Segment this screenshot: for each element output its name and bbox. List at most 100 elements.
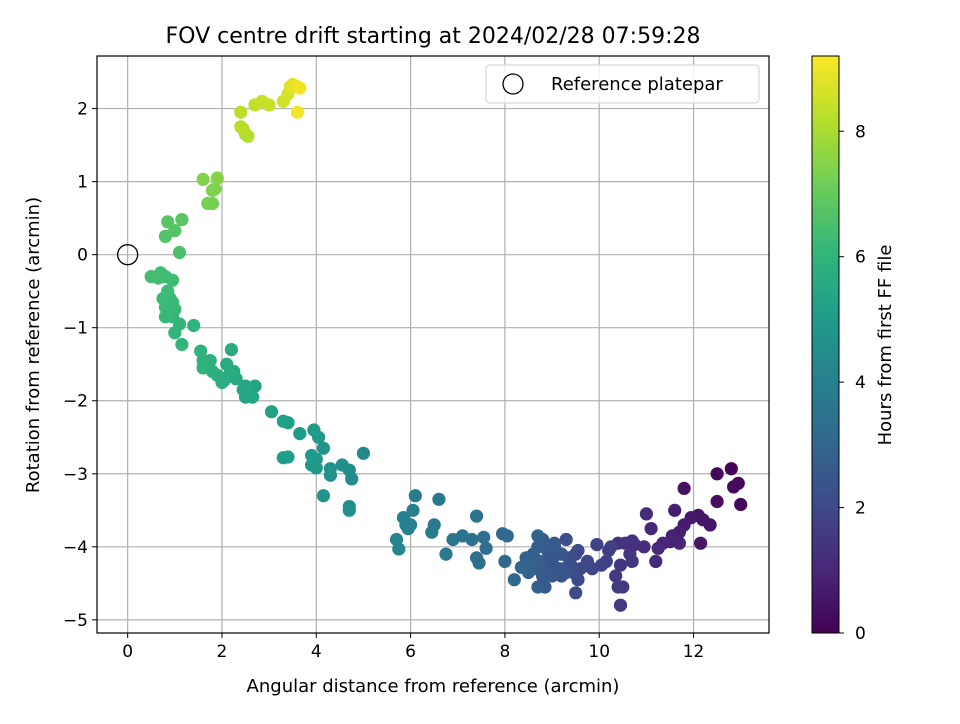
data-point xyxy=(672,536,687,550)
data-point xyxy=(625,554,639,569)
data-point xyxy=(710,467,724,481)
data-points xyxy=(144,77,748,612)
data-point xyxy=(168,224,182,238)
data-point xyxy=(609,569,623,583)
data-point xyxy=(531,529,545,543)
data-point xyxy=(639,507,654,521)
colorbar-label: Hours from first FF file xyxy=(875,245,896,446)
data-point xyxy=(470,509,484,523)
data-point xyxy=(290,105,304,119)
plot-frame xyxy=(96,55,770,634)
data-point xyxy=(316,489,330,503)
data-point xyxy=(158,310,172,324)
colorbar-tick-label: 2 xyxy=(855,499,866,519)
data-point xyxy=(554,547,569,561)
y-tick-label: −4 xyxy=(63,538,88,558)
data-point xyxy=(399,518,413,532)
legend-box xyxy=(485,64,760,104)
x-tick-label: 0 xyxy=(122,642,133,662)
data-point xyxy=(724,462,738,476)
data-point xyxy=(477,530,491,544)
data-point xyxy=(710,494,724,509)
colorbar xyxy=(811,55,840,634)
x-tick-label: 6 xyxy=(405,642,416,662)
data-point xyxy=(262,98,276,112)
data-point xyxy=(439,547,453,561)
data-point xyxy=(668,503,682,517)
legend: Reference platepar xyxy=(485,64,760,104)
y-tick-label: 0 xyxy=(77,246,88,266)
data-point xyxy=(205,196,220,211)
colorbar-ticks: 0 2 4 6 8 xyxy=(839,122,866,644)
data-point xyxy=(175,213,189,227)
data-point xyxy=(234,105,248,119)
data-point xyxy=(613,558,628,572)
x-tick-label: 10 xyxy=(588,642,610,662)
y-tick-label: −2 xyxy=(63,392,88,412)
data-point xyxy=(611,580,625,594)
data-point xyxy=(236,122,250,136)
reference-layer xyxy=(117,244,139,266)
data-point xyxy=(507,573,521,587)
data-point xyxy=(248,379,262,393)
legend-label: Reference platepar xyxy=(551,74,723,95)
chart-title: FOV centre drift starting at 2024/02/28 … xyxy=(166,24,701,49)
data-point xyxy=(168,326,182,340)
data-point xyxy=(293,427,307,441)
colorbar-tick-label: 0 xyxy=(855,624,866,644)
data-point xyxy=(514,560,529,574)
data-point xyxy=(335,458,349,472)
data-point xyxy=(569,586,583,600)
data-point xyxy=(571,543,585,558)
data-point xyxy=(236,383,250,397)
x-tick-label: 12 xyxy=(683,642,705,662)
reference-marker-icon xyxy=(117,244,139,266)
data-point xyxy=(187,318,201,333)
x-tick-label: 2 xyxy=(217,642,228,662)
data-point xyxy=(613,598,628,612)
data-point xyxy=(590,538,604,552)
data-point xyxy=(224,343,238,357)
data-point xyxy=(196,172,210,186)
data-point xyxy=(734,497,748,512)
colorbar-tick-label: 8 xyxy=(855,122,866,142)
data-point xyxy=(293,81,307,95)
data-point xyxy=(323,462,337,476)
data-point xyxy=(392,542,406,556)
data-point xyxy=(703,518,717,532)
data-point xyxy=(161,215,175,229)
colorbar-tick-label: 6 xyxy=(855,248,866,268)
data-point xyxy=(342,503,356,517)
data-point xyxy=(446,532,460,547)
colorbar-tick-label: 4 xyxy=(855,373,866,393)
data-point xyxy=(406,503,420,517)
data-point xyxy=(604,540,618,554)
data-point xyxy=(276,451,290,465)
data-point xyxy=(552,562,566,576)
data-point xyxy=(316,441,330,455)
data-point xyxy=(220,357,234,371)
data-point xyxy=(208,182,222,196)
data-point xyxy=(276,414,290,428)
y-tick-label: −1 xyxy=(63,319,88,339)
data-point xyxy=(536,569,550,583)
data-point xyxy=(194,344,208,358)
data-point xyxy=(677,481,691,495)
data-point xyxy=(210,171,224,185)
data-point xyxy=(498,554,512,569)
data-point xyxy=(496,527,510,541)
data-point xyxy=(547,536,562,550)
data-point xyxy=(144,270,158,284)
data-point xyxy=(472,556,486,570)
data-point xyxy=(161,284,175,298)
data-point xyxy=(531,580,545,594)
data-point xyxy=(559,532,573,547)
x-tick-label: 4 xyxy=(311,642,322,662)
legend-marker-icon xyxy=(502,73,524,95)
x-axis-label: Angular distance from reference (arcmin) xyxy=(247,676,620,697)
data-point xyxy=(175,337,189,352)
data-point xyxy=(356,446,370,460)
y-tick-label: −5 xyxy=(63,611,88,631)
grid-lines xyxy=(97,56,769,633)
